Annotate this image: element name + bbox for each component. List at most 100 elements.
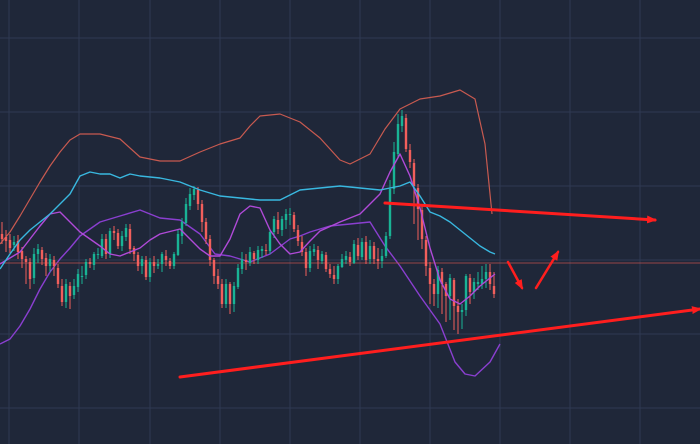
candle-up: [344, 256, 348, 260]
candle-down: [228, 284, 232, 304]
candle-down: [112, 231, 116, 233]
candle-up: [32, 254, 36, 278]
candle-up: [96, 254, 100, 255]
candle-up: [380, 256, 384, 261]
candle-down: [420, 210, 424, 239]
candle-down: [328, 269, 332, 274]
candle-down: [8, 240, 12, 248]
candle-down: [212, 260, 216, 276]
candle-down: [244, 260, 248, 262]
candle-up: [340, 259, 344, 267]
candle-up: [464, 276, 468, 310]
candle-down: [0, 234, 4, 239]
candle-down: [220, 284, 224, 304]
candle-up: [124, 228, 128, 237]
candle-down: [264, 250, 268, 251]
candle-down: [60, 286, 64, 302]
candle-down: [216, 276, 220, 284]
candle-up: [72, 286, 76, 295]
candle-down: [28, 262, 32, 279]
candle-up: [288, 214, 292, 215]
candle-up: [388, 189, 392, 236]
candle-down: [56, 268, 60, 284]
candle-up: [240, 259, 244, 269]
upper-band-line: [0, 89, 493, 245]
candle-up: [36, 249, 40, 254]
candle-up: [308, 251, 312, 268]
candle-up: [140, 259, 144, 266]
candle-down: [276, 220, 280, 229]
candle-up: [76, 274, 80, 287]
candle-down: [40, 250, 44, 259]
candle-down: [416, 188, 420, 209]
candle-up: [176, 234, 180, 255]
candle-down: [204, 222, 208, 239]
candle-up: [184, 204, 188, 223]
annotation-arrow: [383, 201, 657, 224]
candle-up: [108, 231, 112, 254]
candle-down: [44, 258, 48, 266]
candle-down: [408, 150, 412, 162]
candle-up: [120, 236, 124, 246]
candle-up: [392, 152, 396, 189]
candle-up: [272, 219, 276, 232]
candle-up: [268, 232, 272, 251]
candle-down: [404, 118, 408, 149]
candle-down: [136, 255, 140, 266]
candle-up: [188, 194, 192, 206]
moving-average-purple: [0, 153, 496, 305]
candle-down: [316, 250, 320, 260]
candle-up: [460, 310, 464, 312]
candle-down: [144, 260, 148, 277]
candle-down: [208, 239, 212, 260]
candle-down: [88, 262, 92, 264]
candle-up: [12, 242, 16, 245]
candle-down: [4, 237, 8, 241]
candle-up: [232, 286, 236, 304]
moving-average-cyan: [0, 171, 496, 270]
candle-down: [24, 259, 28, 262]
candle-up: [248, 252, 252, 263]
candle-up: [160, 254, 164, 264]
candle-up: [156, 264, 160, 266]
candle-up: [472, 282, 476, 292]
candle-up: [172, 254, 176, 266]
candle-down: [440, 272, 444, 284]
candle-up: [284, 214, 288, 220]
candle-down: [304, 252, 308, 268]
candle-up: [368, 246, 372, 259]
candle-up: [448, 278, 452, 296]
candle-down: [128, 229, 132, 249]
candle-down: [324, 255, 328, 269]
candle-down: [292, 215, 296, 229]
candle-down: [196, 190, 200, 204]
candle-down: [412, 163, 416, 186]
candle-down: [152, 262, 156, 266]
annotation-arrows: [178, 201, 700, 379]
candle-up: [84, 262, 88, 275]
candle-down: [372, 246, 376, 259]
candle-up: [92, 254, 96, 265]
candle-down: [428, 268, 432, 284]
candle-down: [104, 239, 108, 254]
candle-down: [452, 280, 456, 306]
candle-up: [352, 244, 356, 263]
candle-up: [80, 276, 84, 277]
candle-down: [356, 245, 360, 256]
candles: [0, 110, 496, 334]
candle-up: [256, 250, 260, 260]
candle-down: [376, 259, 380, 261]
candle-up: [192, 189, 196, 195]
candle-up: [312, 249, 316, 252]
candle-up: [436, 270, 440, 294]
candle-down: [332, 275, 336, 279]
candle-down: [52, 260, 56, 266]
annotation-arrow: [178, 306, 700, 379]
candle-up: [336, 266, 340, 279]
candle-up: [180, 222, 184, 236]
candle-down: [20, 251, 24, 259]
candle-down: [252, 253, 256, 259]
